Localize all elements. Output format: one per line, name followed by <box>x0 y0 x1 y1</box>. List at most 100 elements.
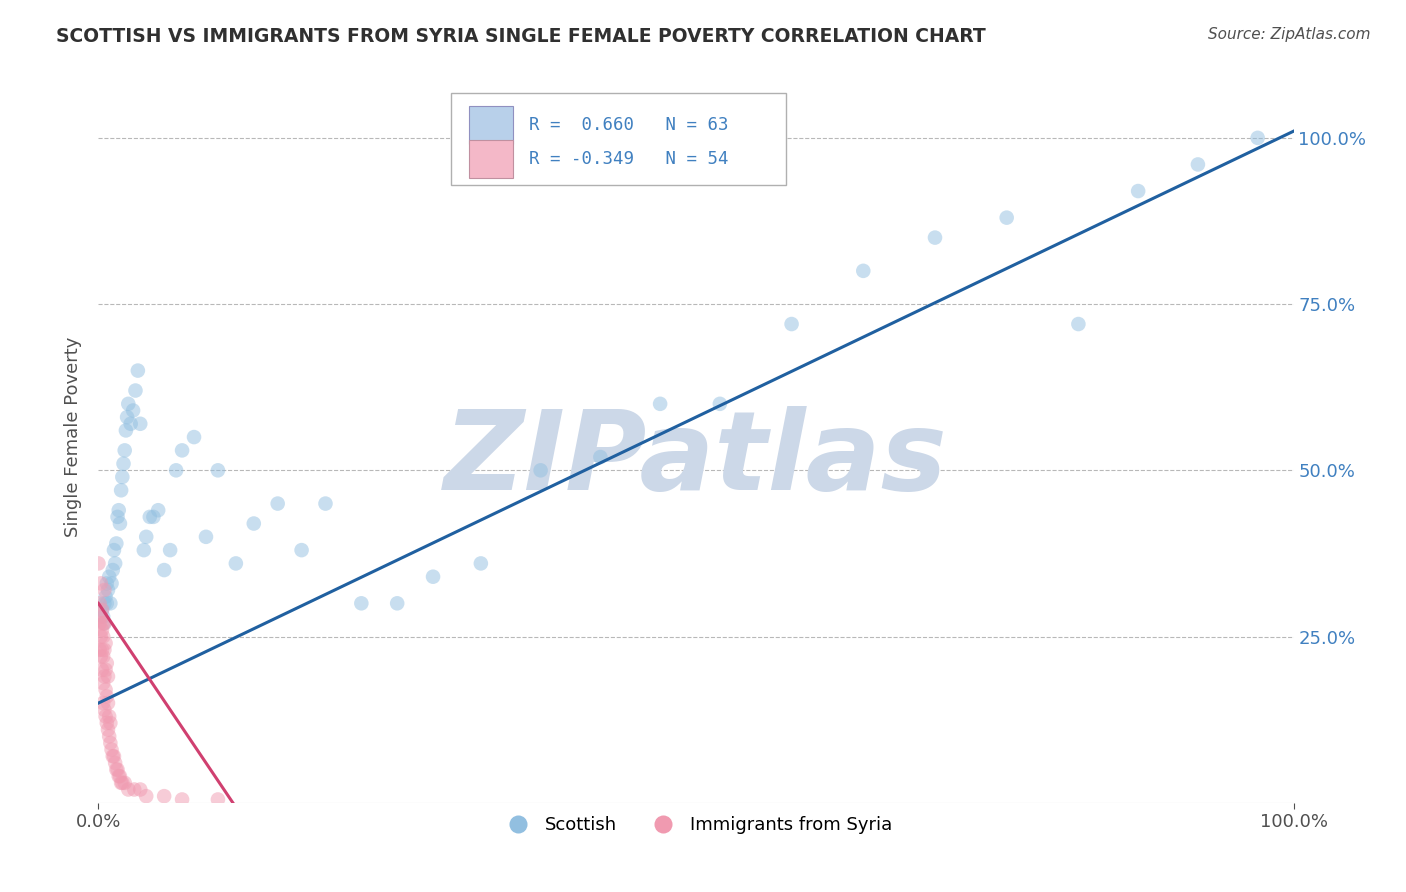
Point <box>470 557 492 571</box>
Point <box>93 643 115 657</box>
Point <box>93 616 115 631</box>
Point <box>93 703 115 717</box>
Point <box>89 643 111 657</box>
Point <box>90 630 112 644</box>
Point <box>96 656 118 670</box>
Point <box>91 676 114 690</box>
Point <box>104 557 127 571</box>
Text: ZIPatlas: ZIPatlas <box>444 406 948 513</box>
Point <box>96 716 118 731</box>
Point <box>89 616 111 631</box>
Point <box>315 497 337 511</box>
Point <box>139 509 162 524</box>
Point <box>107 769 129 783</box>
Text: R = -0.349   N = 54: R = -0.349 N = 54 <box>529 150 728 168</box>
Point <box>107 763 129 777</box>
Point <box>112 457 135 471</box>
Point <box>1067 317 1090 331</box>
Point <box>90 609 112 624</box>
FancyBboxPatch shape <box>470 106 513 144</box>
Point <box>100 576 122 591</box>
Point <box>924 230 946 244</box>
Point <box>159 543 181 558</box>
Point <box>291 543 314 558</box>
Point <box>93 596 115 610</box>
Point <box>94 663 117 677</box>
Point <box>101 563 124 577</box>
Point <box>94 636 117 650</box>
Point <box>108 769 131 783</box>
Point <box>1187 157 1209 171</box>
Point <box>114 776 136 790</box>
Point <box>103 749 125 764</box>
Point <box>103 543 125 558</box>
Point <box>101 749 124 764</box>
Point <box>129 417 152 431</box>
Point <box>91 630 114 644</box>
Point <box>91 609 114 624</box>
Point <box>110 483 132 498</box>
Point <box>98 729 121 743</box>
Point <box>350 596 373 610</box>
Point <box>97 696 120 710</box>
Point <box>153 789 176 804</box>
Point <box>91 603 114 617</box>
Point <box>207 463 229 477</box>
Point <box>90 649 112 664</box>
Point <box>111 776 134 790</box>
Point <box>96 576 118 591</box>
Point <box>94 709 117 723</box>
Y-axis label: Single Female Poverty: Single Female Poverty <box>65 337 83 537</box>
Point <box>96 690 118 704</box>
FancyBboxPatch shape <box>451 94 786 185</box>
Point <box>93 616 115 631</box>
Point <box>120 417 142 431</box>
Point <box>422 570 444 584</box>
Point <box>1128 184 1150 198</box>
Point <box>267 497 290 511</box>
Point <box>94 682 117 697</box>
Point <box>995 211 1018 225</box>
Point <box>91 623 114 637</box>
Point <box>90 576 112 591</box>
Point <box>709 397 731 411</box>
Point <box>117 782 139 797</box>
Point <box>115 410 138 425</box>
Point <box>98 570 121 584</box>
Point <box>98 736 122 750</box>
Point <box>110 776 132 790</box>
Point <box>114 443 136 458</box>
Point <box>94 590 117 604</box>
Point <box>111 470 134 484</box>
Point <box>385 596 409 610</box>
Point <box>91 643 114 657</box>
Point <box>89 596 111 610</box>
Text: R =  0.660   N = 63: R = 0.660 N = 63 <box>529 116 728 134</box>
Point <box>98 716 122 731</box>
Point <box>195 530 218 544</box>
Point <box>98 596 122 610</box>
Point <box>127 363 149 377</box>
Point <box>135 789 157 804</box>
Point <box>108 516 131 531</box>
Point <box>105 763 128 777</box>
Point <box>97 669 120 683</box>
Point <box>93 669 115 683</box>
Point <box>122 403 145 417</box>
Point <box>97 582 120 597</box>
Point <box>648 397 672 411</box>
Point <box>153 563 176 577</box>
Legend: Scottish, Immigrants from Syria: Scottish, Immigrants from Syria <box>494 809 898 841</box>
Point <box>107 509 129 524</box>
Point <box>91 616 114 631</box>
Point <box>105 536 128 550</box>
Point <box>172 792 194 806</box>
Point <box>589 450 612 464</box>
Point <box>132 543 155 558</box>
Point <box>98 709 121 723</box>
Point <box>207 792 229 806</box>
FancyBboxPatch shape <box>470 140 513 178</box>
Point <box>1247 131 1270 145</box>
Point <box>91 663 114 677</box>
Text: SCOTTISH VS IMMIGRANTS FROM SYRIA SINGLE FEMALE POVERTY CORRELATION CHART: SCOTTISH VS IMMIGRANTS FROM SYRIA SINGLE… <box>56 27 986 45</box>
